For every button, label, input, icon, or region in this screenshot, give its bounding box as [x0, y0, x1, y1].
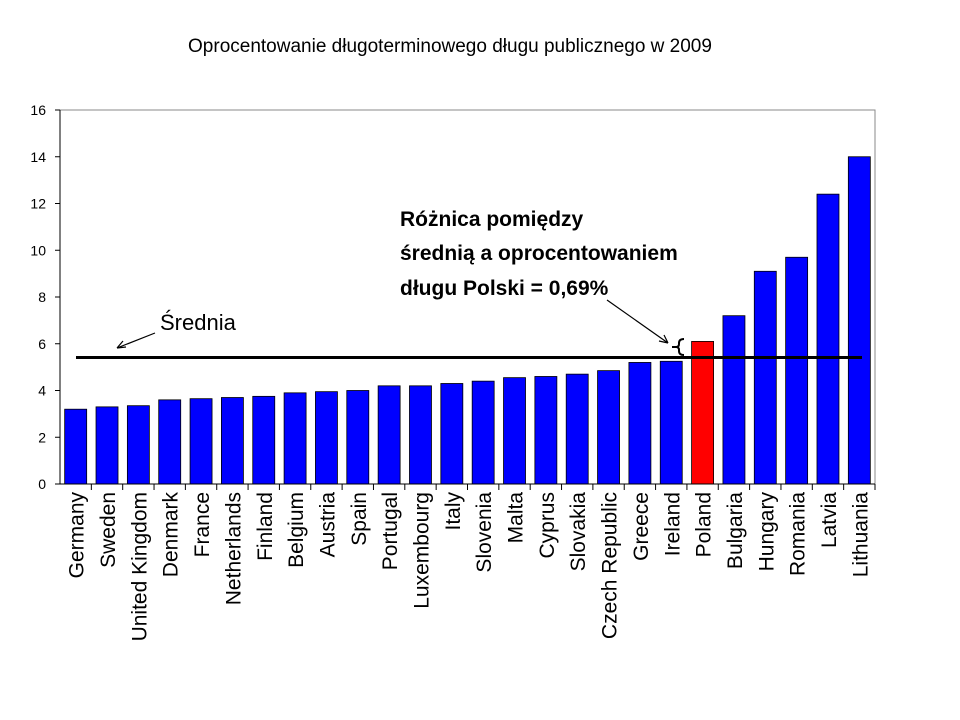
bar [126, 405, 150, 485]
bar [221, 397, 244, 485]
x-tick-label: Malta [505, 492, 528, 544]
x-tick-label: Bulgaria [724, 492, 747, 569]
annotation-arrow [606, 299, 669, 344]
y-tick-label: 16 [30, 102, 46, 118]
bar [440, 383, 464, 485]
bar [471, 380, 495, 485]
x-tick-label: Poland [693, 492, 716, 557]
x-tick-label: Cyprus [536, 492, 559, 559]
x-tick-label: Slovenia [473, 492, 496, 573]
average-label: Średnia [160, 310, 237, 335]
x-tick-label: Netherlands [222, 492, 245, 605]
bar [659, 360, 683, 485]
bar [189, 398, 213, 485]
bar [503, 377, 526, 485]
y-tick-label: 12 [30, 196, 46, 212]
x-tick-label: Ireland [661, 492, 684, 556]
x-tick-label: Italy [442, 492, 465, 531]
x-tick-label: Luxembourg [410, 492, 433, 609]
bar [628, 362, 652, 485]
y-tick-label: 0 [38, 476, 46, 492]
x-tick-label: France [191, 492, 214, 557]
y-tick-label: 6 [38, 336, 46, 352]
bar [409, 385, 432, 485]
x-tick-label: Lithuania [849, 492, 872, 578]
x-tick-label: Slovakia [567, 492, 590, 572]
x-tick-label: Czech Republic [599, 492, 622, 639]
bar [95, 406, 119, 485]
y-tick-label: 4 [38, 383, 46, 399]
annotation-line: Różnica pomiędzy [400, 208, 584, 231]
bar [565, 373, 589, 485]
bar [785, 256, 809, 485]
bar [64, 408, 88, 485]
bar [722, 315, 746, 485]
bar [377, 385, 401, 485]
bar [691, 341, 714, 485]
x-tick-label: Austria [316, 492, 339, 558]
x-tick-label: Portugal [379, 492, 402, 570]
x-tick-label: Sweden [97, 492, 120, 568]
x-tick-label: Denmark [160, 492, 183, 578]
bar [315, 391, 338, 485]
x-tick-label: Hungary [755, 492, 778, 572]
x-tick-label: Finland [254, 492, 277, 561]
x-tick-label: Romania [787, 492, 810, 576]
x-tick-label: Greece [630, 492, 653, 561]
chart-title: Oprocentowanie długoterminowego długu pu… [188, 36, 712, 57]
y-tick-label: 8 [38, 289, 46, 305]
bar [252, 395, 276, 485]
difference-bracket [672, 338, 685, 356]
bar [283, 392, 307, 485]
x-tick-label: Germany [66, 492, 89, 579]
annotation-line: długu Polski = 0,69% [400, 277, 609, 300]
y-tick-label: 14 [30, 149, 46, 165]
bar [753, 270, 777, 485]
x-tick-label: Spain [348, 492, 371, 546]
average-arrow [116, 332, 156, 349]
bar [816, 193, 840, 485]
x-tick-label: United Kingdom [128, 492, 151, 641]
x-tick-label: Belgium [285, 492, 308, 568]
bar [534, 376, 558, 485]
y-tick-label: 2 [38, 429, 46, 445]
bar [847, 156, 871, 485]
x-tick-label: Latvia [818, 492, 841, 548]
annotation-line: średnią a oprocentowaniem [400, 242, 678, 265]
bar [597, 370, 620, 485]
y-tick-label: 10 [30, 242, 46, 258]
bar [158, 399, 182, 485]
bar [346, 390, 370, 485]
